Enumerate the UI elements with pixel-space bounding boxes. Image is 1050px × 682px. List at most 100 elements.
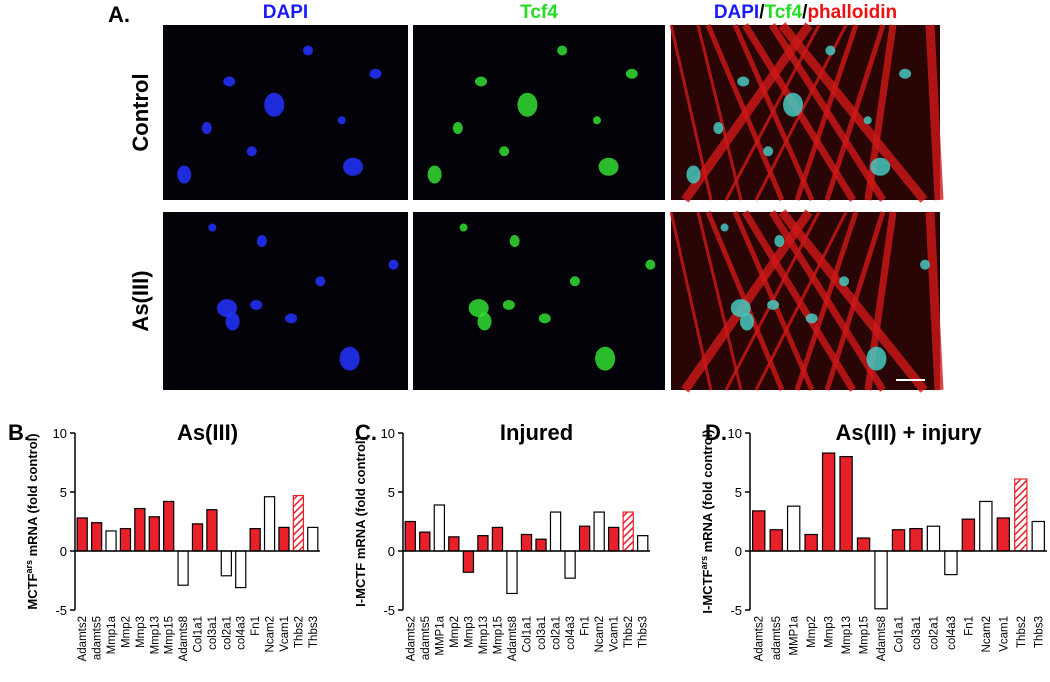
x-tick-label: Mmp3 [463,616,475,648]
x-tick-label: col3a1 [207,616,219,650]
actin-fiber [696,24,743,201]
nucleus [866,346,887,371]
bar [263,496,276,552]
nucleus [477,312,492,331]
bar [578,525,591,552]
y-tick-label: 0 [60,544,67,559]
y-axis-label-part: mRNA (fold control) [700,429,715,556]
x-tick-label: Adamts2 [754,616,766,661]
nucleus [388,259,399,270]
column-header-part: / [759,2,765,23]
x-tick-label: col4a3 [236,616,248,650]
panel-label: D. [705,420,727,445]
nucleus [369,68,382,79]
actin-fiber [681,209,813,393]
nucleus [246,146,257,157]
bar [804,533,818,552]
x-tick-label: Ncam2 [981,616,993,652]
nucleus [427,165,442,184]
nucleus [315,276,326,287]
nucleus [339,346,360,371]
bar [979,500,993,552]
x-tick-label: Mmp13 [841,616,853,654]
row-label: Control [128,73,153,151]
nucleus [625,68,638,79]
nucleus [598,157,619,176]
bar [520,533,533,552]
y-tick-label: 0 [388,544,395,559]
panel-label: B. [8,420,30,445]
nucleus [509,234,520,247]
bar [278,526,290,552]
x-tick-label: Mmp2 [120,616,132,648]
chart-title: As(III) + injury [835,420,982,445]
x-tick-label: Vcam1 [279,616,291,652]
bar [874,550,888,610]
x-tick-label: Adamts2 [405,616,417,661]
bar [506,550,518,595]
bar [961,518,976,552]
bar [76,517,88,552]
x-tick-label: Adamts8 [876,616,888,661]
nucleus [517,92,538,117]
actin-fiber [732,23,815,202]
x-tick-label: col2a1 [928,616,940,650]
actin-fiber [925,24,944,201]
x-tick-label: col4a3 [565,616,577,650]
x-tick-label: Mmp15 [492,616,504,654]
nucleus [920,259,931,270]
y-axis-label-part: ars [699,556,709,570]
y-tick-label: 10 [728,426,742,441]
column-header: Tcf4 [520,2,558,23]
bar [119,527,132,552]
x-tick-label: col4a3 [946,616,958,650]
x-tick-label: adamts5 [92,616,104,660]
bar [433,504,446,552]
x-tick-label: Col1a1 [193,616,205,652]
micrograph [413,212,665,390]
x-tick-label: Thbs2 [1016,616,1028,648]
nucleus [223,76,236,87]
column-header-part: phalloidin [807,2,897,23]
bar [292,494,305,552]
x-tick-label: Thbs3 [308,616,320,648]
bar [307,526,319,552]
x-tick-label: MMP1a [434,615,446,655]
nucleus [225,312,240,331]
nucleus [730,299,751,318]
bar [622,511,634,552]
x-tick-label: adamts5 [771,616,783,660]
bar [462,550,475,573]
chart-title: Injured [500,420,573,445]
nucleus [208,223,217,232]
column-header-part: DAPI [714,2,759,23]
nucleus [899,68,912,79]
nucleus [264,92,285,117]
nucleus [459,223,468,232]
x-tick-label: Mmp3 [135,616,147,648]
bar [134,507,146,552]
bar [191,523,204,552]
nucleus [250,299,263,310]
y-tick-label: 5 [60,485,67,500]
column-header-part: Tcf4 [765,2,803,23]
x-tick-label: Fn1 [963,616,975,636]
x-tick-label: Fn1 [580,616,592,636]
y-axis-label-part: MCTF [25,573,40,609]
nucleus [499,146,510,157]
nucleus [720,223,729,232]
nucleus [645,259,656,270]
column-header-part: / [802,2,808,23]
column-header-part: DAPI [263,2,308,23]
bar [249,527,261,552]
bar [996,517,1011,552]
bar [220,550,232,577]
bar [90,522,103,552]
nucleus [825,45,836,56]
bar [769,529,783,552]
y-tick-label: 10 [381,426,395,441]
bar [491,526,504,552]
bar [637,535,649,552]
nucleus [839,276,850,287]
nucleus [713,122,724,134]
